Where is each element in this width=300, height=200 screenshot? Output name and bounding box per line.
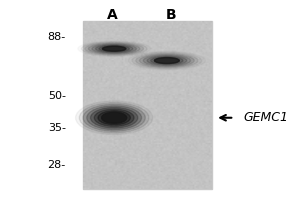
- Ellipse shape: [79, 103, 149, 133]
- Ellipse shape: [140, 54, 194, 67]
- Text: B: B: [166, 8, 177, 22]
- Ellipse shape: [83, 104, 145, 131]
- Ellipse shape: [154, 58, 179, 64]
- Ellipse shape: [94, 109, 134, 126]
- Ellipse shape: [81, 42, 147, 56]
- Ellipse shape: [88, 43, 140, 54]
- Ellipse shape: [85, 43, 143, 55]
- Text: 28-: 28-: [48, 160, 66, 170]
- Ellipse shape: [102, 112, 127, 123]
- Ellipse shape: [143, 55, 190, 66]
- Bar: [83, 21, 212, 189]
- Text: A: A: [107, 8, 118, 22]
- Text: 35-: 35-: [48, 123, 66, 133]
- Ellipse shape: [151, 57, 183, 64]
- Text: 88-: 88-: [48, 32, 66, 42]
- Ellipse shape: [154, 58, 179, 64]
- Ellipse shape: [147, 56, 187, 65]
- Text: GEMC1: GEMC1: [243, 111, 288, 124]
- Ellipse shape: [99, 46, 129, 52]
- Ellipse shape: [95, 45, 133, 53]
- Ellipse shape: [91, 107, 138, 128]
- Ellipse shape: [102, 46, 126, 51]
- Ellipse shape: [87, 106, 142, 130]
- Ellipse shape: [102, 112, 127, 123]
- Ellipse shape: [92, 44, 136, 53]
- Ellipse shape: [136, 53, 198, 68]
- Ellipse shape: [98, 111, 130, 125]
- Text: 50-: 50-: [48, 91, 66, 101]
- Ellipse shape: [102, 46, 126, 51]
